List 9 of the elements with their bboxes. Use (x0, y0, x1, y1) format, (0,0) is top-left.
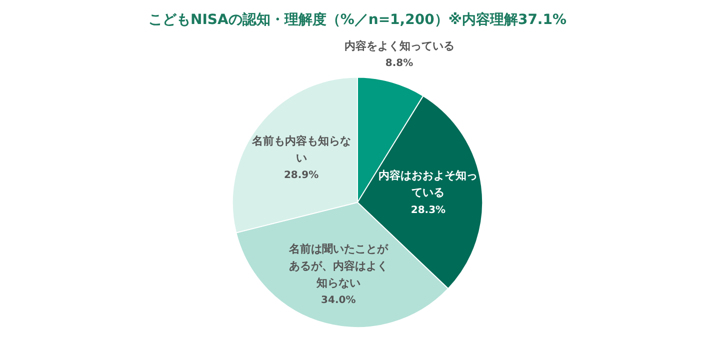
slice-label: 名前は聞いたことがあるが、内容はよく知らない (288, 242, 389, 290)
data-label: 28.3% (410, 204, 446, 216)
slice-label: 内容をよく知っている (344, 39, 454, 52)
data-label: 34.0% (321, 295, 356, 306)
slice-label: 名前も内容も知らない (250, 134, 351, 164)
data-label: 28.9% (284, 170, 319, 182)
chart-title: こどもNISAの認知・理解度（%／n=1,200）※内容理解37.1% (148, 11, 567, 28)
data-label: 8.8% (385, 58, 414, 70)
slice-label: 内容はおおよそ知っている (378, 169, 478, 200)
